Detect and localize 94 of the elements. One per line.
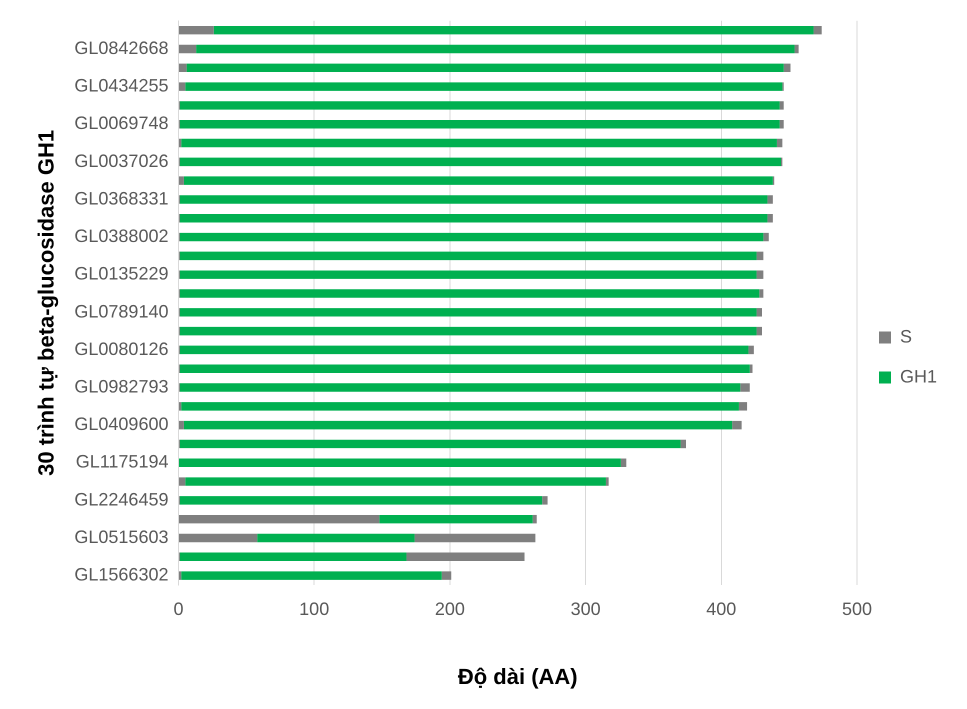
legend-label: S [900,326,912,346]
bar [184,420,732,430]
y-tick-label: GL1175194 [76,452,168,472]
bar [180,496,542,505]
bar [180,346,748,354]
bar [748,346,754,354]
bar [414,534,536,542]
bar [780,120,784,128]
bar [406,552,525,562]
bar [620,458,626,467]
y-tick-label: GL0982793 [74,376,168,396]
bar [180,383,740,392]
bar [184,176,773,185]
x-tick-label: 300 [570,598,601,619]
bar [180,158,781,166]
bar [740,383,750,392]
x-axis-title: Độ dài (AA) [458,664,578,689]
x-tick-label: 400 [706,598,736,619]
y-tick-label: GL0409600 [74,414,168,434]
x-tick-label: 100 [299,598,330,619]
bar [780,101,784,110]
bar [784,64,790,72]
bar [763,232,769,242]
bar [181,138,777,148]
bar [532,514,537,524]
legend-label: GH1 [900,366,938,386]
bar [181,402,739,411]
y-tick-label: GL0789140 [74,301,168,322]
bar [738,402,748,411]
bar [214,26,814,34]
bar [178,477,186,486]
bar [178,44,196,54]
bar [178,534,258,542]
bar [180,232,764,242]
bar [178,82,186,91]
y-tick-label: GL0069748 [74,113,168,134]
bar [180,364,750,373]
bar [257,534,415,542]
bar [178,571,182,580]
bar [180,101,780,110]
bar [180,270,757,279]
bar [756,308,762,317]
bar [178,402,182,411]
bar [732,420,742,430]
bar [767,195,773,204]
bar [542,496,548,505]
bar [178,26,214,34]
bar [756,326,762,336]
bar [767,214,773,222]
bar [750,364,752,373]
x-tick-label: 200 [434,598,465,619]
y-tick-label: GL0037026 [74,150,168,171]
y-tick-label: GL2246459 [74,489,168,510]
bar [776,138,782,148]
bar [180,326,757,336]
bar [379,514,533,524]
y-tick-label: GL0368331 [74,188,168,208]
y-tick-label: GL0842668 [74,38,168,58]
y-tick-label: GL0515603 [74,526,168,547]
y-tick-label: GL0135229 [74,264,168,284]
bar [180,308,757,317]
y-tick-label: GL0080126 [74,338,168,359]
bar [180,214,768,222]
bar [180,289,760,298]
bar [814,26,822,34]
bar [178,138,182,148]
bar [794,44,799,54]
bar [185,477,606,486]
bar [680,440,686,448]
bar [181,571,442,580]
bar [756,270,764,279]
bar [180,552,406,562]
bar [180,252,757,260]
bar [178,458,621,467]
bar [186,64,784,72]
x-tick-label: 0 [173,598,184,619]
bar [180,440,681,448]
bar [180,120,780,128]
x-tick-label: 500 [842,598,872,619]
bar [178,514,380,524]
bar [180,195,768,204]
bar [178,176,184,185]
bar [178,64,187,72]
bar [606,477,609,486]
y-axis-title: 30 trình tự beta-glucosidase GH1 [33,130,58,476]
bar [442,571,452,580]
bar [196,44,795,54]
y-tick-label: GL0388002 [74,226,168,246]
y-tick-label: GL1566302 [74,564,168,585]
y-tick-label: GL0434255 [74,76,168,96]
bar [756,252,764,260]
bar [178,420,184,430]
bar [759,289,764,298]
bar [185,82,782,91]
